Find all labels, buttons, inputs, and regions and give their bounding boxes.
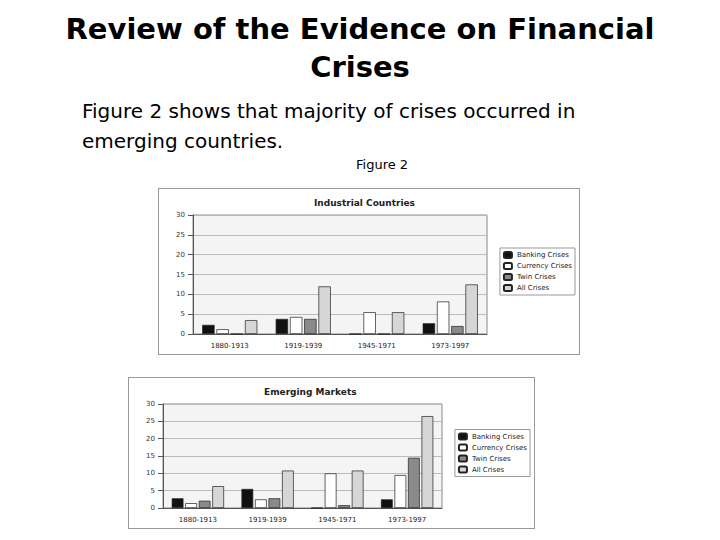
svg-text:5: 5	[181, 310, 185, 318]
svg-text:20: 20	[176, 251, 185, 259]
svg-text:Banking Crises: Banking Crises	[517, 251, 569, 259]
svg-text:Twin Crises: Twin Crises	[516, 273, 556, 281]
svg-text:All Crises: All Crises	[472, 466, 505, 474]
svg-text:15: 15	[176, 271, 185, 279]
svg-text:1973-1997: 1973-1997	[431, 342, 469, 350]
svg-text:30: 30	[176, 211, 185, 219]
svg-text:1880-1913: 1880-1913	[179, 516, 217, 524]
svg-text:10: 10	[176, 290, 185, 298]
svg-text:Emerging Markets: Emerging Markets	[264, 387, 357, 397]
svg-text:25: 25	[176, 231, 185, 239]
html-text:Figure 2: Figure 2	[356, 157, 409, 172]
svg-text:All Crises: All Crises	[517, 284, 550, 292]
svg-text:20: 20	[146, 435, 155, 443]
svg-text:1945-1971: 1945-1971	[318, 516, 356, 524]
svg-text:1880-1913: 1880-1913	[211, 342, 249, 350]
svg-text:30: 30	[146, 400, 155, 408]
html-text:Review of the Evidence on Fina: Review of the Evidence on Financial Cris…	[65, 12, 655, 84]
svg-text:Banking Crises: Banking Crises	[472, 433, 524, 441]
svg-text:15: 15	[146, 452, 155, 460]
svg-text:25: 25	[146, 417, 155, 425]
svg-text:5: 5	[151, 487, 155, 495]
svg-text:10: 10	[146, 469, 155, 477]
svg-text:1919-1939: 1919-1939	[284, 342, 322, 350]
svg-text:Industrial Countries: Industrial Countries	[314, 198, 415, 208]
svg-text:0: 0	[181, 330, 185, 338]
svg-text:1945-1971: 1945-1971	[358, 342, 396, 350]
html-text:Figure 2 shows that majority o: Figure 2 shows that majority of crises o…	[82, 99, 576, 153]
svg-text:1919-1939: 1919-1939	[249, 516, 287, 524]
svg-text:Currency Crises: Currency Crises	[472, 444, 527, 452]
svg-text:Twin Crises: Twin Crises	[471, 455, 511, 463]
svg-text:1973-1997: 1973-1997	[388, 516, 426, 524]
svg-text:Currency Crises: Currency Crises	[517, 262, 572, 270]
svg-text:0: 0	[151, 504, 155, 512]
